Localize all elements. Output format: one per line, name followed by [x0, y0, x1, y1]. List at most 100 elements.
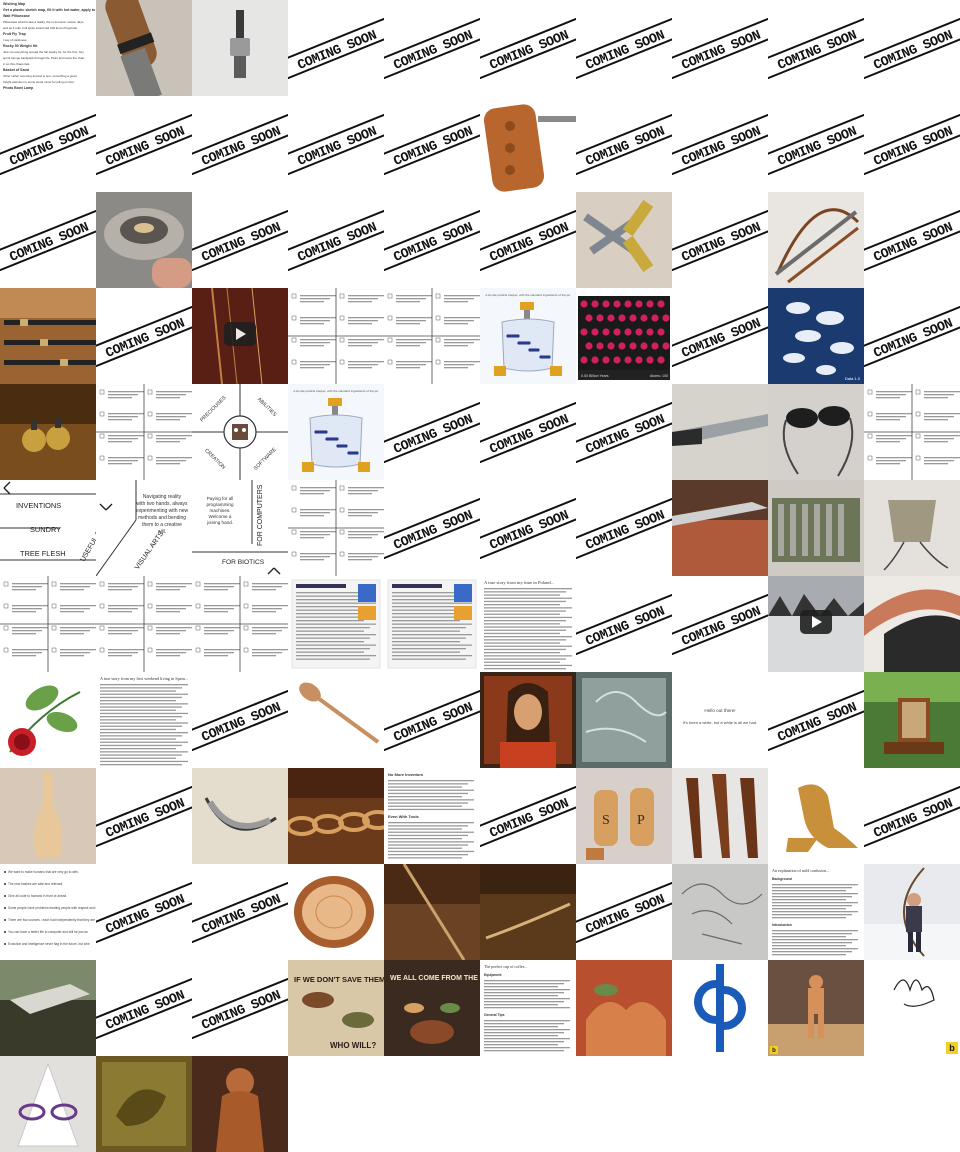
rose-drawing-doc-tile[interactable]	[0, 672, 96, 768]
metal-fitting-photo-tile[interactable]	[192, 0, 288, 96]
woman-painting-photo-tile[interactable]	[480, 672, 576, 768]
blue-logo-doc-tile[interactable]	[672, 960, 768, 1056]
same-pot-art-photo-tile[interactable]: WE ALL COME FROM THE SAME POT	[384, 960, 480, 1056]
coming-soon-tile[interactable]: COMING SOON	[192, 864, 288, 960]
stacked-wood-photo-tile[interactable]	[864, 672, 960, 768]
wooden-stick-photo-tile[interactable]	[480, 864, 576, 960]
explanation-doc-tile[interactable]: An explanation of mild confusion... Backg…	[768, 864, 864, 960]
coming-soon-tile[interactable]: COMING SOON	[384, 0, 480, 96]
wooden-utensils-photo-tile[interactable]	[672, 768, 768, 864]
banana-sketch-photo-tile[interactable]	[192, 768, 288, 864]
inventions-wheel-center-tile[interactable]: Navigating reality with two hands, always…	[96, 480, 192, 576]
glasses-stand-photo-tile[interactable]	[0, 1056, 96, 1152]
coming-soon-tile[interactable]: COMING SOON	[576, 384, 672, 480]
coming-soon-tile[interactable]: COMING SOON	[576, 576, 672, 672]
coming-soon-tile[interactable]: COMING SOON	[864, 768, 960, 864]
coming-soon-tile[interactable]: COMING SOON	[96, 96, 192, 192]
tool-roll-photo-tile[interactable]	[768, 480, 864, 576]
dinosaur-art-photo-tile[interactable]	[576, 960, 672, 1056]
coming-soon-tile[interactable]: COMING SOON	[192, 192, 288, 288]
wooden-figure-photo-tile[interactable]: b	[768, 960, 864, 1056]
signature-doc-tile[interactable]: b	[864, 960, 960, 1056]
coming-soon-tile[interactable]: COMING SOON	[864, 192, 960, 288]
wooden-chain-photo-tile[interactable]	[288, 768, 384, 864]
coming-soon-tile[interactable]: COMING SOON	[96, 768, 192, 864]
wooden-fruit-carving-photo-tile[interactable]	[0, 384, 96, 480]
coming-soon-tile[interactable]: COMING SOON	[96, 288, 192, 384]
coming-soon-tile[interactable]: COMING SOON	[384, 384, 480, 480]
text-grid-doc-tile[interactable]	[384, 288, 480, 384]
wooden-vase-photo-tile[interactable]	[0, 768, 96, 864]
machine-diagram-doc-tile[interactable]: A simple particle trapper, with the stan…	[288, 384, 384, 480]
wooden-sculpture-photo-tile[interactable]	[192, 1056, 288, 1152]
hello-doc-tile[interactable]: Hello out there! It's been a while, but a…	[672, 672, 768, 768]
coming-soon-tile[interactable]: COMING SOON	[672, 192, 768, 288]
hand-saw-photo-tile[interactable]	[672, 384, 768, 480]
coming-soon-tile[interactable]: COMING SOON	[864, 0, 960, 96]
inventions-wheel-right-tile[interactable]: Paying for all programming machines. Welcom…	[192, 480, 288, 576]
coming-soon-tile[interactable]: COMING SOON	[384, 192, 480, 288]
text-grid-doc-tile[interactable]	[96, 384, 192, 480]
archer-photo-tile[interactable]	[864, 864, 960, 960]
wooden-sticks-photo-tile[interactable]	[0, 288, 96, 384]
etched-glass-photo-tile[interactable]	[672, 864, 768, 960]
bullet-list-doc-tile[interactable]: We want to make humans that are very go …	[0, 864, 96, 960]
coming-soon-tile[interactable]: COMING SOON	[384, 480, 480, 576]
coming-soon-tile[interactable]: COMING SOON	[864, 96, 960, 192]
stone-slab-photo-tile[interactable]	[576, 672, 672, 768]
coming-soon-tile[interactable]: COMING SOON	[768, 672, 864, 768]
coming-soon-tile[interactable]: COMING SOON	[768, 96, 864, 192]
coming-soon-tile[interactable]: COMING SOON	[480, 192, 576, 288]
sunglasses-photo-tile[interactable]	[768, 384, 864, 480]
carved-relief-photo-tile[interactable]	[96, 1056, 192, 1152]
coming-soon-tile[interactable]: COMING SOON	[768, 0, 864, 96]
coming-soon-tile[interactable]: COMING SOON	[288, 96, 384, 192]
text-grid-doc-tile[interactable]	[288, 288, 384, 384]
text-grid-doc-tile[interactable]	[192, 576, 288, 672]
coming-soon-tile[interactable]: COMING SOON	[192, 960, 288, 1056]
coming-soon-tile[interactable]: COMING SOON	[384, 96, 480, 192]
coming-soon-tile[interactable]: COMING SOON	[288, 0, 384, 96]
coming-soon-tile[interactable]: COMING SOON	[576, 96, 672, 192]
crossed-blades-photo-tile[interactable]	[576, 192, 672, 288]
coffee-doc-tile[interactable]: The perfect cup of coffee... Equipment Gen…	[480, 960, 576, 1056]
machine-diagram-doc-tile[interactable]: A simple particle trapper, with the stan…	[480, 288, 576, 384]
web-page-doc-tile[interactable]	[288, 576, 384, 672]
coming-soon-tile[interactable]: COMING SOON	[384, 672, 480, 768]
coming-soon-tile[interactable]: COMING SOON	[0, 192, 96, 288]
more-detail-doc-tile[interactable]: No More Inventors Even With Tools	[384, 768, 480, 864]
text-grid-doc-tile[interactable]	[0, 576, 96, 672]
wooden-dragon-photo-tile[interactable]	[768, 768, 864, 864]
stone-bowl-photo-tile[interactable]	[96, 192, 192, 288]
leather-sheath-photo-tile[interactable]	[864, 576, 960, 672]
coming-soon-tile[interactable]: COMING SOON	[672, 96, 768, 192]
shelf-corner-photo-tile[interactable]	[0, 960, 96, 1056]
red-dots-doc-tile[interactable]: 0.00 Billion Years Atoms: 100	[576, 288, 672, 384]
text-grid-doc-tile[interactable]	[96, 576, 192, 672]
web-page-doc-tile[interactable]	[384, 576, 480, 672]
coming-soon-tile[interactable]: COMING SOON	[864, 288, 960, 384]
carved-wood-handle-photo-tile[interactable]	[480, 96, 576, 192]
coming-soon-tile[interactable]: COMING SOON	[96, 864, 192, 960]
story-page-doc-tile[interactable]: A true story from my time in Poland...	[480, 576, 576, 672]
coming-soon-tile[interactable]: COMING SOON	[480, 384, 576, 480]
text-grid-doc-tile[interactable]	[864, 384, 960, 480]
coming-soon-tile[interactable]: COMING SOON	[0, 96, 96, 192]
coming-soon-tile[interactable]: COMING SOON	[192, 672, 288, 768]
wood-slice-photo-tile[interactable]	[288, 864, 384, 960]
coming-soon-tile[interactable]: COMING SOON	[576, 0, 672, 96]
wooden-rod-photo-tile[interactable]	[384, 864, 480, 960]
play-button-icon[interactable]	[800, 610, 832, 634]
story-text-doc-tile[interactable]: A true story from my first weekend livin…	[96, 672, 192, 768]
abilities-wheel-doc-tile[interactable]: PRECIOUSES ABILITIES CREATION SOFTWARE	[192, 384, 288, 480]
coming-soon-tile[interactable]: COMING SOON	[480, 0, 576, 96]
snow-video-thumbnail-tile[interactable]	[768, 576, 864, 672]
coming-soon-tile[interactable]: COMING SOON	[672, 576, 768, 672]
wooden-spoon-photo-tile[interactable]	[288, 672, 384, 768]
wood-handle-tool-photo-tile[interactable]	[96, 0, 192, 96]
coming-soon-tile[interactable]: COMING SOON	[288, 192, 384, 288]
clouds-space-photo-tile[interactable]: Data 1.0	[768, 288, 864, 384]
coming-soon-tile[interactable]: COMING SOON	[576, 480, 672, 576]
